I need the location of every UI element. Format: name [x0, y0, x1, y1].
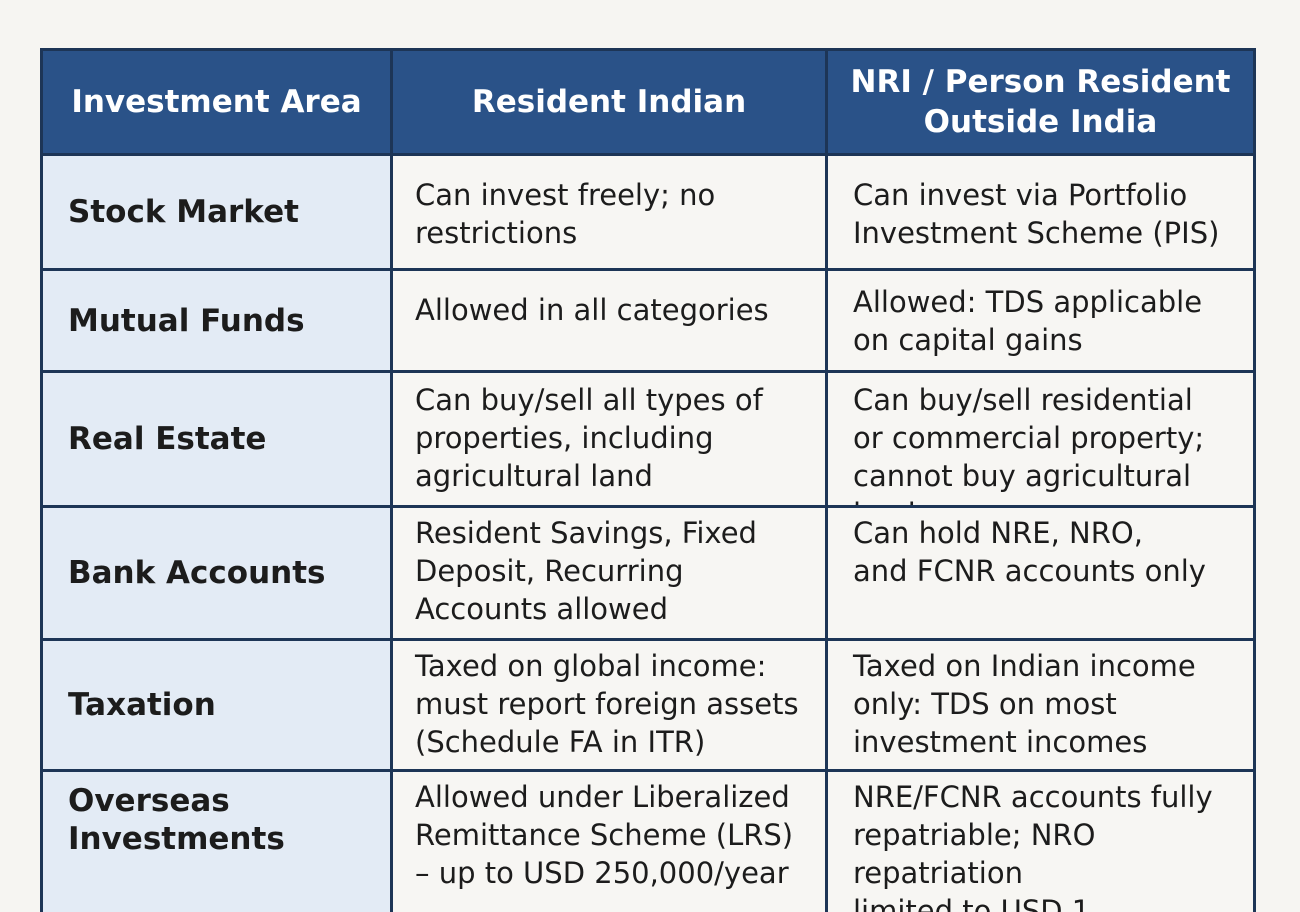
cell-resident-mutual-funds: Allowed in all categories	[393, 271, 825, 370]
cell-resident-overseas-investments: Allowed under Liberalized Remittance Sch…	[393, 772, 825, 912]
cell-resident-taxation: Taxed on global income: must report fore…	[393, 641, 825, 769]
header-resident-indian: Resident Indian	[393, 51, 825, 153]
row-area-mutual-funds: Mutual Funds	[43, 271, 390, 370]
cell-nri-bank-accounts: Can hold NRE, NRO, and FCNR accounts onl…	[828, 508, 1253, 638]
row-area-stock-market: Stock Market	[43, 156, 390, 268]
cell-resident-real-estate: Can buy/sell all types of properties, in…	[393, 373, 825, 505]
cell-resident-stock-market: Can invest freely; no restrictions	[393, 156, 825, 268]
header-investment-area: Investment Area	[43, 51, 390, 153]
row-area-overseas-investments: Overseas Investments	[43, 772, 390, 912]
cell-nri-stock-market: Can invest via Portfolio Investment Sche…	[828, 156, 1253, 268]
comparison-table: Investment Area Resident Indian NRI / Pe…	[40, 48, 1256, 912]
cell-nri-mutual-funds: Allowed: TDS applicable on capital gains	[828, 271, 1253, 370]
cell-nri-real-estate: Can buy/sell residential or commercial p…	[828, 373, 1253, 505]
row-area-taxation: Taxation	[43, 641, 390, 769]
cell-nri-taxation: Taxed on Indian income only: TDS on most…	[828, 641, 1253, 769]
cell-nri-overseas-investments: NRE/FCNR accounts fully repatriable; NRO…	[828, 772, 1253, 912]
row-area-real-estate: Real Estate	[43, 373, 390, 505]
cell-resident-bank-accounts: Resident Savings, Fixed Deposit, Recurri…	[393, 508, 825, 638]
row-area-bank-accounts: Bank Accounts	[43, 508, 390, 638]
header-nri: NRI / Person Resident Outside India	[828, 51, 1253, 153]
